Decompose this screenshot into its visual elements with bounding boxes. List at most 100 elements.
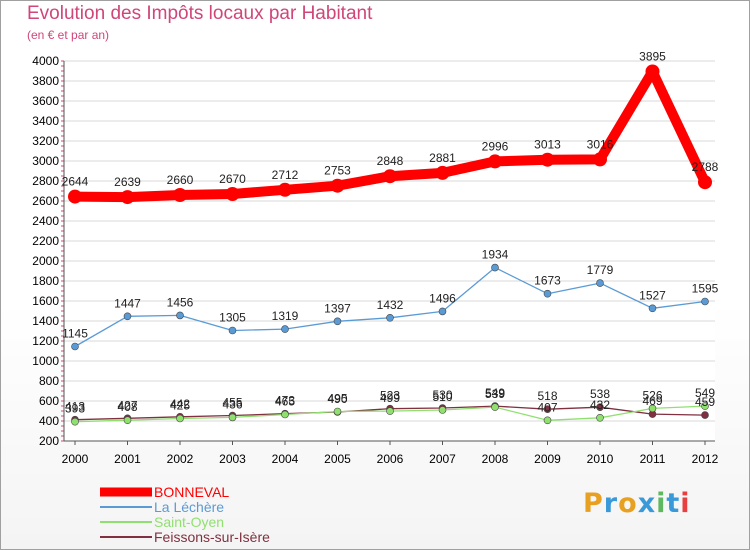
data-point (701, 297, 709, 306)
data-label: 539 (485, 387, 505, 401)
data-label: 455 (222, 396, 242, 410)
legend-item: Saint-Oyen (100, 514, 340, 530)
legend-label-saint-oyen: Saint-Oyen (154, 514, 225, 530)
data-label: 473 (275, 394, 295, 408)
data-label: 2712 (272, 168, 299, 182)
data-point (281, 410, 289, 419)
y-tick-label: 3800 (32, 74, 59, 88)
data-point (435, 165, 450, 180)
data-label: 490 (327, 392, 347, 406)
data-label: 526 (642, 388, 662, 402)
x-tick-label: 2000 (62, 452, 89, 466)
data-label: 538 (590, 387, 610, 401)
plot-area (64, 61, 715, 441)
x-tick-label: 2004 (272, 452, 299, 466)
data-label: 465 (275, 395, 295, 409)
x-tick-label: 2002 (167, 452, 194, 466)
data-point (333, 407, 342, 416)
axes: 200 400 600 800 1000 1200 1400 1600 1800 2000 2200… (32, 54, 718, 466)
data-label: 510 (432, 390, 452, 404)
chart-subtitle: (en € et par an) (27, 28, 110, 42)
logo-letter: i (656, 488, 667, 519)
y-tick-label: 3400 (32, 114, 59, 128)
logo-letter: o (618, 488, 638, 519)
data-point (593, 152, 607, 167)
data-point (176, 414, 184, 423)
y-tick-label: 200 (39, 434, 59, 448)
data-point (596, 279, 604, 287)
data-label: 425 (170, 399, 190, 413)
data-label: 499 (380, 391, 400, 405)
data-label: 3016 (587, 137, 614, 151)
y-tick-label: 2200 (32, 234, 59, 248)
data-label: 2639 (114, 175, 141, 189)
x-tick-label: 2009 (534, 452, 561, 466)
data-label: 1456 (167, 295, 194, 309)
legend-swatch-la-lechere (100, 506, 152, 508)
series-group (68, 64, 712, 426)
data-point (491, 263, 499, 272)
y-tick-label: 3600 (32, 94, 59, 108)
data-label: 469 (642, 394, 662, 408)
x-tick-label: 2007 (429, 452, 456, 466)
data-label: 549 (695, 386, 715, 400)
data-point (71, 342, 79, 351)
data-label: 1595 (692, 282, 719, 296)
data-point (701, 411, 709, 419)
y-tick-label: 1000 (32, 354, 59, 368)
data-label: 442 (170, 397, 190, 411)
y-tick-label: 2600 (32, 194, 59, 208)
data-point (333, 317, 342, 326)
y-tick-label: 1800 (32, 274, 59, 288)
data-label: 2788 (692, 160, 719, 174)
data-labels: 2644 2639 2660 2670 2712 2753 2848 2881 2996 3013… (62, 50, 719, 416)
y-tick-label: 600 (39, 394, 59, 408)
data-point (176, 311, 184, 320)
data-point (228, 326, 237, 335)
legend-item: BONNEVAL (100, 484, 340, 500)
data-point (228, 413, 237, 422)
data-label: 459 (695, 395, 715, 409)
data-point (701, 402, 709, 410)
y-tick-label: 3000 (32, 154, 59, 168)
data-label: 1397 (324, 301, 351, 315)
legend-label-la-lechere: La Léchère (154, 499, 225, 515)
data-point (540, 152, 555, 167)
data-label: 2660 (167, 173, 194, 187)
data-label: 1934 (482, 248, 509, 262)
x-tick-label: 2003 (219, 452, 246, 466)
data-label: 3895 (639, 50, 666, 64)
data-point (71, 417, 79, 426)
data-label: 413 (65, 400, 85, 414)
data-point (281, 325, 289, 333)
data-point (225, 187, 240, 201)
data-point (648, 304, 657, 313)
data-label: 1447 (114, 296, 141, 310)
grid (64, 60, 715, 442)
x-tick-label: 2001 (114, 452, 141, 466)
data-label: 523 (380, 389, 400, 403)
data-label: 436 (222, 397, 242, 411)
proxiti-logo[interactable]: Proxiti (583, 488, 691, 519)
x-tick-label: 2006 (377, 452, 404, 466)
data-point (278, 182, 292, 197)
data-label: 3013 (534, 138, 561, 152)
data-label: 1319 (272, 309, 299, 323)
data-point (173, 188, 187, 202)
y-tick-label: 1200 (32, 334, 59, 348)
data-label: 1779 (587, 263, 614, 277)
logo-letter: i (680, 488, 691, 519)
data-point (386, 313, 394, 322)
y-tick-label: 1600 (32, 294, 59, 308)
logo-letter: P (583, 488, 604, 519)
data-label: 393 (65, 402, 85, 416)
data-point (383, 169, 397, 184)
legend-item: La Léchère (100, 499, 340, 515)
y-tick-label: 400 (39, 414, 59, 428)
legend-item: Feissons-sur-Isère (100, 529, 340, 545)
data-point (68, 189, 82, 204)
data-label: 1673 (534, 274, 561, 288)
data-point (543, 405, 552, 414)
y-tick-label: 3200 (32, 134, 59, 148)
